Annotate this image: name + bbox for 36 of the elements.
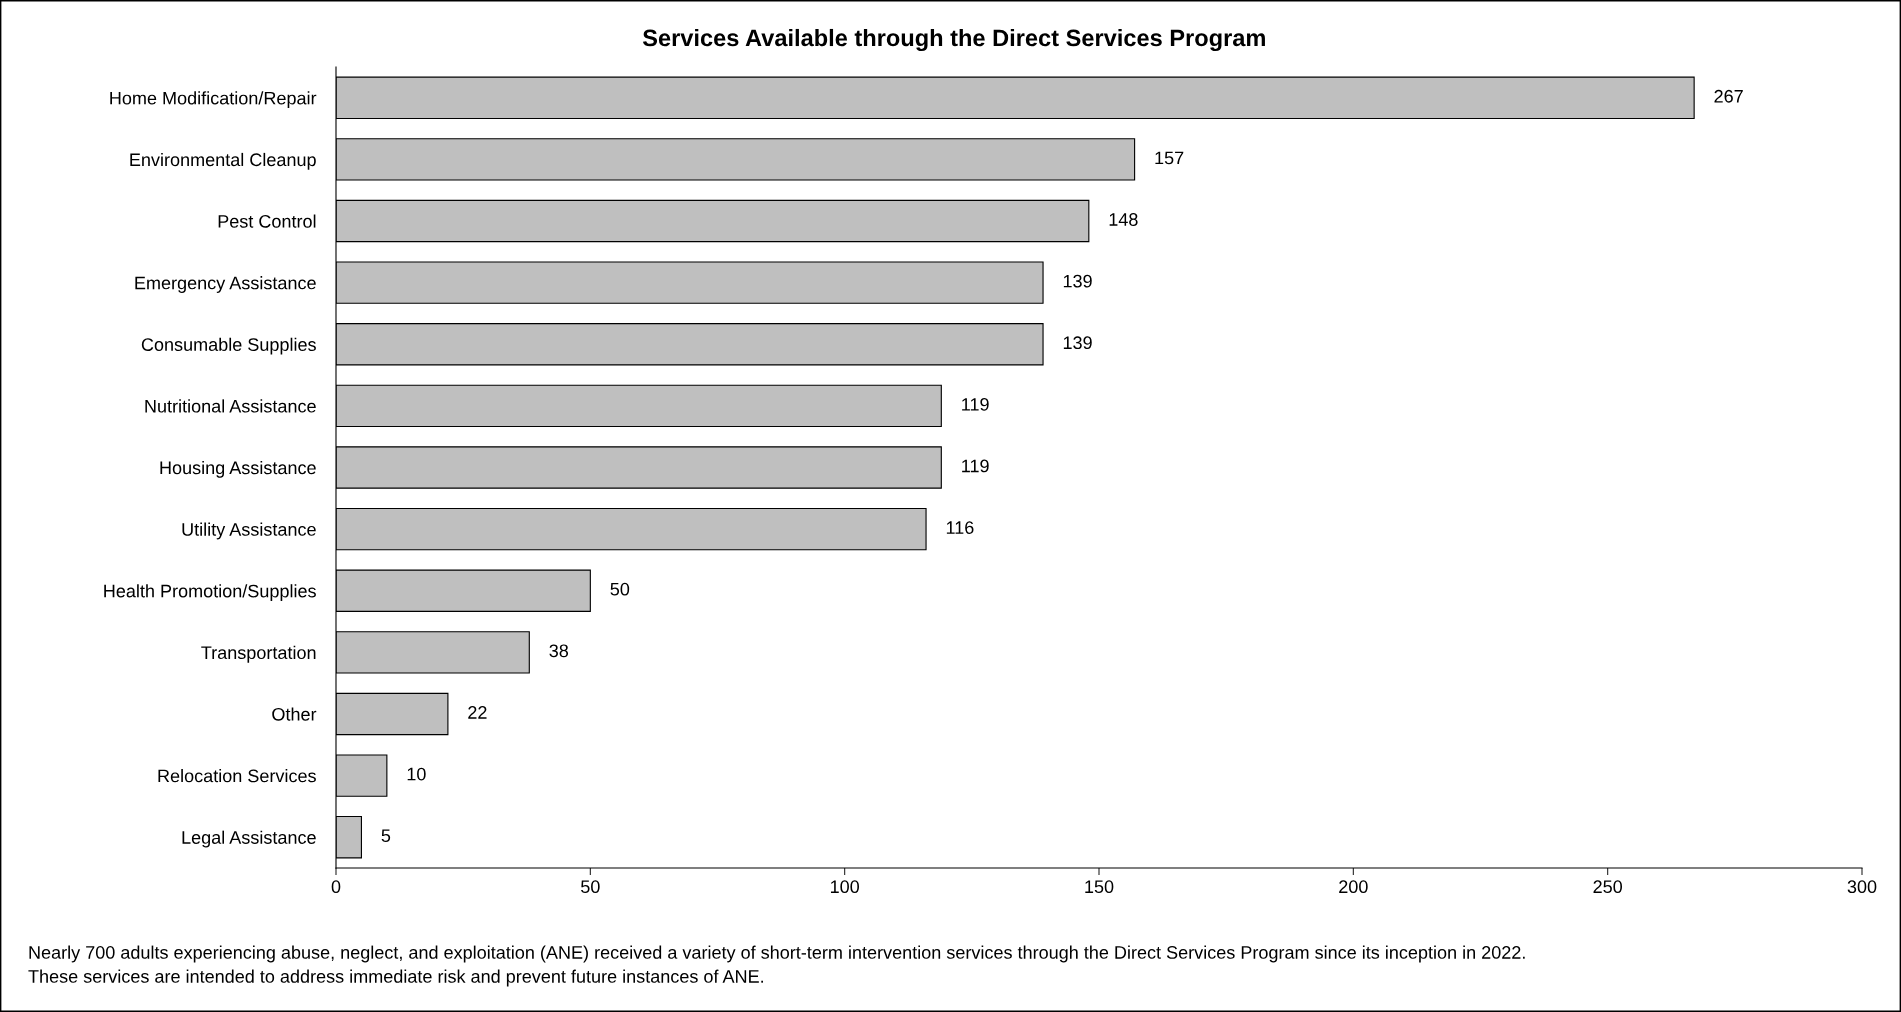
data-label: 116 [946,521,974,534]
data-label: 157 [1155,151,1184,165]
y-tick-label: Environmental Cleanup [130,152,316,170]
data-label: 38 [549,644,569,658]
chart-title: Services Available through the Direct Services Program [642,28,1265,52]
text: These services are intended to address immediate risk and prevent future instances of ANE. [28,969,763,987]
data-label: 139 [1063,274,1092,288]
x-tick-label: 0 [331,880,341,894]
y-tick-label: Housing Assistance [160,460,316,478]
text: Nearly 700 adults experiencing abuse, neglect, and exploitation (ANE) received a variety of short-term intervention services through the Direct Services Program since its inception in 2022. [29,945,1525,963]
data-label: 119 [962,459,989,473]
y-tick-label: Other [272,707,317,721]
data-label: 10 [407,767,426,781]
x-tick-label: 200 [1339,880,1368,894]
y-tick-label: Home Modification/Repair [110,91,317,109]
y-tick-label: Transportation [201,645,316,663]
data-label: 267 [1714,89,1743,103]
data-label: 5 [381,829,391,843]
y-tick-label: Relocation Services [158,769,316,783]
y-tick-label: Consumable Supplies [141,337,316,355]
y-tick-label: Nutritional Assistance [145,399,316,413]
y-tick-label: Legal Assistance [182,830,316,848]
x-tick-label: 50 [581,880,600,894]
x-tick-label: 150 [1085,880,1114,894]
x-tick-label: 300 [1847,880,1877,894]
y-tick-label: Pest Control [218,214,316,228]
y-tick-label: Emergency Assistance [135,276,316,293]
data-label: 50 [610,582,630,596]
y-tick-label: Health Promotion/Supplies [104,584,316,602]
x-tick-label: 250 [1593,880,1623,894]
y-tick-label: Utility Assistance [182,522,316,540]
data-label: 148 [1109,213,1138,226]
data-label: 119 [962,397,989,411]
x-tick-label: 100 [830,880,860,894]
data-label: 22 [468,706,487,719]
data-label: 139 [1063,336,1092,350]
